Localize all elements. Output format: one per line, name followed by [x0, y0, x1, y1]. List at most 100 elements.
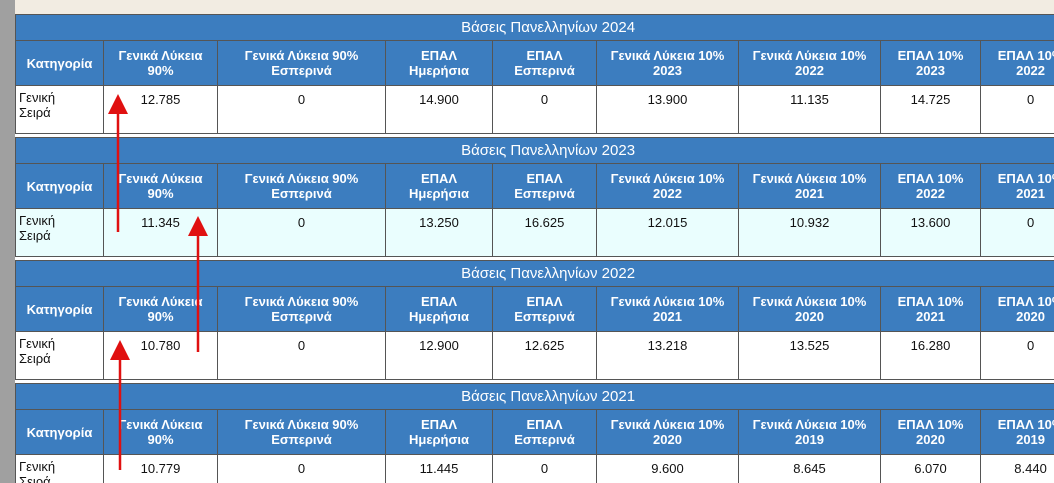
cell-line: Γενικά Λύκεια 10%	[610, 48, 725, 63]
cell-line: Γενικά Λύκεια 10%	[752, 294, 867, 309]
cell-line: Γενικά Λύκεια	[118, 171, 203, 186]
cell-line: 2020	[1016, 309, 1046, 324]
cell-line: 2021	[916, 309, 945, 324]
data-cell: 11.445	[385, 454, 493, 483]
cell-line: Κατηγορία	[26, 178, 93, 194]
cell-line: Γενικά Λύκεια	[118, 417, 203, 432]
cell-line: ΕΠΑΛ 10%	[997, 171, 1054, 186]
data-cell: 14.900	[385, 85, 493, 134]
data-row: Γενική Σειρά 12.785 0 14.900 0 13.900 11.135 14.…	[15, 85, 1054, 134]
header-cell: Γενικά Λύκεια 10% 2022	[596, 163, 739, 209]
cell-line: Γενική	[19, 459, 56, 474]
data-cell: 12.900	[385, 331, 493, 380]
data-cell: 11.345	[103, 208, 218, 257]
cell-line: ΕΠΑΛ	[526, 417, 563, 432]
cell-line: 90%	[147, 186, 174, 201]
header-cell: ΕΠΑΛ Εσπερινά	[492, 286, 597, 332]
table: Βάσεις Πανελληνίων 2024 Κατηγορία Γενικά Λ…	[15, 14, 1054, 134]
cell-line: 2021	[653, 309, 682, 324]
cell-line: 2020	[795, 309, 824, 324]
header-cell: Κατηγορία	[15, 286, 104, 332]
cell-line: 2019	[795, 432, 824, 447]
cell-line: Εσπερινά	[514, 309, 575, 324]
header-cell: Γενικά Λύκεια 90%	[103, 40, 218, 86]
table-title: Βάσεις Πανελληνίων 2023	[15, 137, 1054, 164]
header-row: Κατηγορία Γενικά Λύκεια 90% Γενικά Λύκεια 9…	[15, 163, 1054, 209]
header-cell: Γενικά Λύκεια 90%	[103, 163, 218, 209]
cell-line: ΕΠΑΛ	[526, 48, 563, 63]
cell-line: 2022	[1016, 63, 1046, 78]
header-cell: Γενικά Λύκεια 10% 2023	[596, 40, 739, 86]
cell-line: 2023	[916, 63, 945, 78]
cell-line: Γενικά Λύκεια 10%	[752, 171, 867, 186]
data-cell: 10.932	[738, 208, 881, 257]
cell-line: 2020	[653, 432, 682, 447]
header-cell: ΕΠΑΛ Εσπερινά	[492, 163, 597, 209]
header-cell: ΕΠΑΛ Εσπερινά	[492, 40, 597, 86]
cell-line: Γενικά Λύκεια 90%	[244, 48, 359, 63]
header-cell: ΕΠΑΛ Εσπερινά	[492, 409, 597, 455]
cell-line: Γενικά Λύκεια 90%	[244, 294, 359, 309]
header-row: Κατηγορία Γενικά Λύκεια 90% Γενικά Λύκεια 9…	[15, 40, 1054, 86]
header-cell: Γενικά Λύκεια 90% Εσπερινά	[217, 40, 386, 86]
data-row: Γενική Σειρά 11.345 0 13.250 16.625 12.015 10.9…	[15, 208, 1054, 257]
data-cell: 0	[217, 331, 386, 380]
header-cell: Γενικά Λύκεια 90% Εσπερινά	[217, 163, 386, 209]
data-cell: 11.135	[738, 85, 881, 134]
header-cell: ΕΠΑΛ 10%2019	[979, 409, 1054, 455]
header-cell: ΕΠΑΛ 10% 2023	[880, 40, 981, 86]
cell-line: ΕΠΑΛ	[420, 294, 458, 309]
data-cell: 6.070	[880, 454, 981, 483]
cell-line: Σειρά	[19, 351, 51, 366]
cell-line: Εσπερινά	[271, 63, 332, 78]
data-cell: 8.645	[738, 454, 881, 483]
cell-line: Γενικά Λύκεια	[118, 48, 203, 63]
header-cell: Κατηγορία	[15, 409, 104, 455]
table: Βάσεις Πανελληνίων 2021 Κατηγορία Γενικά Λ…	[15, 383, 1054, 483]
header-cell: Γενικά Λύκεια 10% 2019	[738, 409, 881, 455]
data-cell: 0	[492, 85, 597, 134]
header-cell: Γενικά Λύκεια 90%	[103, 409, 218, 455]
cell-line: Γενική	[19, 336, 56, 351]
cell-line: Γενικά Λύκεια 90%	[244, 417, 359, 432]
cell-line: 2021	[795, 186, 824, 201]
cell-line: Γενικά Λύκεια 10%	[752, 48, 867, 63]
data-cell: 0	[979, 331, 1054, 380]
cell-line: ΕΠΑΛ 10%	[997, 48, 1054, 63]
cell-line: Ημερήσια	[409, 63, 469, 78]
table-title: Βάσεις Πανελληνίων 2024	[15, 14, 1054, 41]
cell-line: 90%	[147, 63, 174, 78]
cell-line: Σειρά	[19, 228, 51, 243]
data-cell: 0	[979, 85, 1054, 134]
cell-line: Κατηγορία	[26, 55, 93, 71]
cell-line: Ημερήσια	[409, 309, 469, 324]
header-cell: ΕΠΑΛ 10%2020	[880, 409, 981, 455]
cell-line: Εσπερινά	[514, 63, 575, 78]
header-cell: Γενικά Λύκεια 10% 2020	[738, 286, 881, 332]
table-title: Βάσεις Πανελληνίων 2022	[15, 260, 1054, 287]
side-strip	[0, 0, 15, 483]
cell-line: Γενικά Λύκεια 10%	[610, 171, 725, 186]
data-cell: 10.779	[103, 454, 218, 483]
cell-line: 2021	[1016, 186, 1046, 201]
cell-line: 2020	[916, 432, 945, 447]
header-cell: ΕΠΑΛ 10%2021	[979, 163, 1054, 209]
header-cell: ΕΠΑΛ 10%2022	[979, 40, 1054, 86]
cell-line: Γενική	[19, 90, 56, 105]
data-cell: 13.900	[596, 85, 739, 134]
cell-line: Εσπερινά	[514, 186, 575, 201]
cell-line: Γενικά Λύκεια 90%	[244, 171, 359, 186]
table: Βάσεις Πανελληνίων 2023 Κατηγορία Γενικά Λ…	[15, 137, 1054, 257]
cell-line: Σειρά	[19, 474, 51, 483]
data-cell: 0	[979, 208, 1054, 257]
data-cell: Γενική Σειρά	[15, 208, 104, 257]
data-cell: 13.218	[596, 331, 739, 380]
cell-line: ΕΠΑΛ 10%	[997, 294, 1054, 309]
cell-line: Εσπερινά	[514, 432, 575, 447]
title-row: Βάσεις Πανελληνίων 2024	[15, 14, 1054, 41]
header-cell: Γενικά Λύκεια 90% Εσπερινά	[217, 286, 386, 332]
cell-line: ΕΠΑΛ	[420, 171, 458, 186]
cell-line: ΕΠΑΛ	[420, 417, 458, 432]
